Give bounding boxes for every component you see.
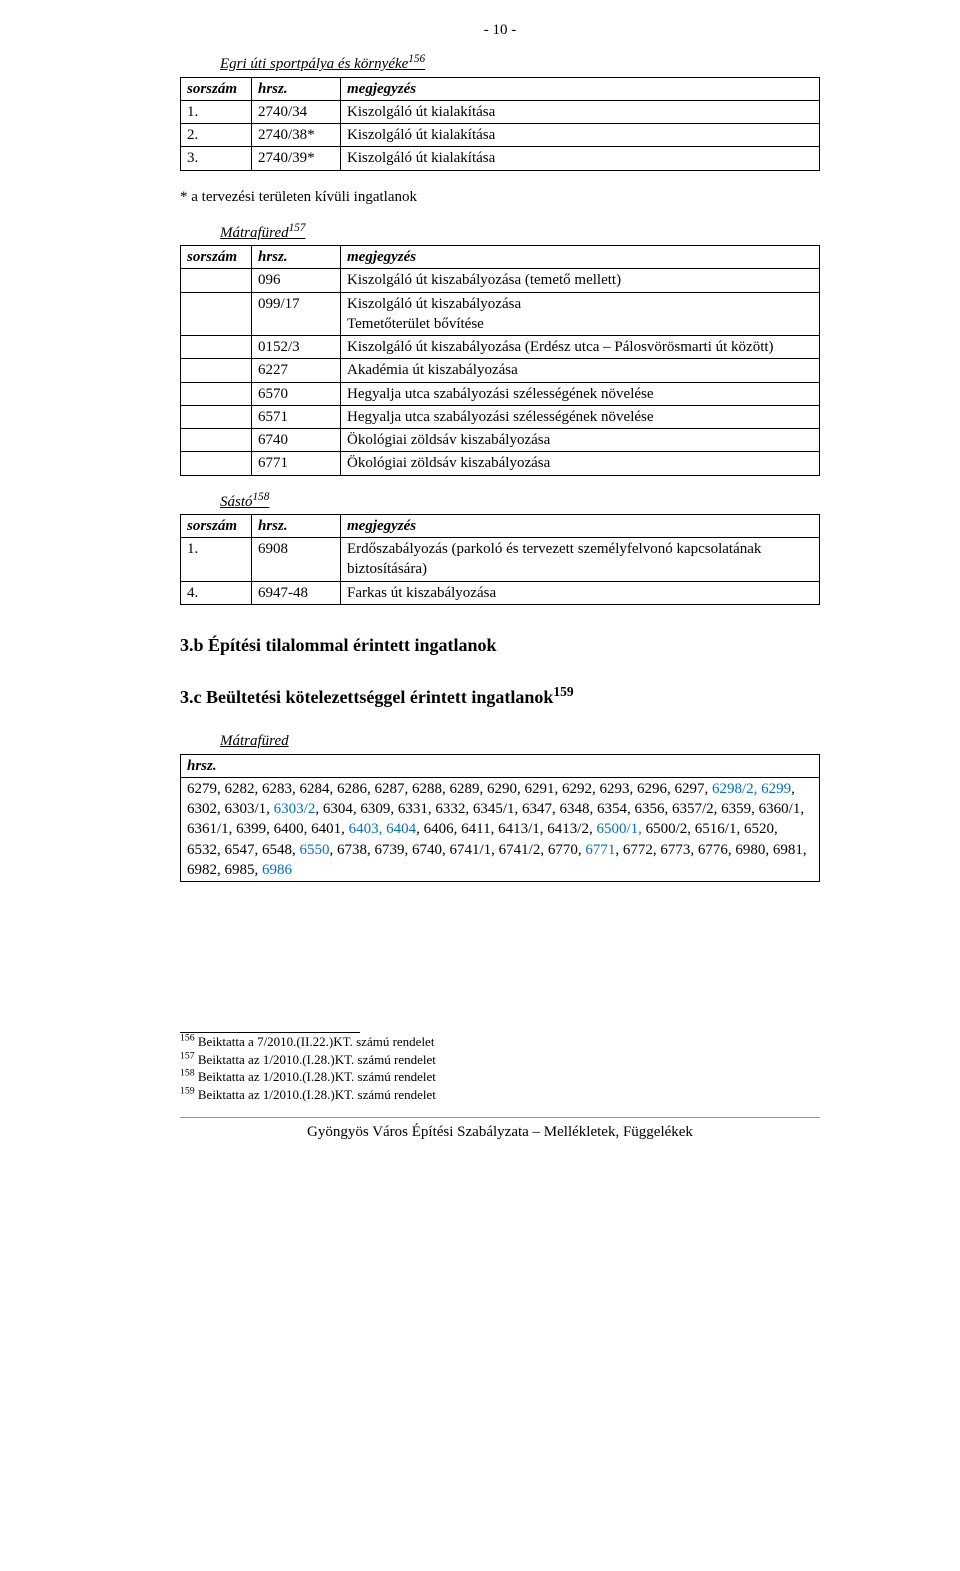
table-cell: 099/17 <box>252 292 341 336</box>
title-sup: 157 <box>289 222 306 234</box>
table-cell: 6570 <box>252 382 341 405</box>
footnote-num: 159 <box>180 1085 195 1096</box>
table-section4: hrsz. 6279, 6282, 6283, 6284, 6286, 6287… <box>180 754 820 883</box>
table-cell: Hegyalja utca szabályozási szélességének… <box>341 382 820 405</box>
table-cell: 2740/39* <box>252 147 341 170</box>
section-title: Mátrafüred157 <box>220 223 820 243</box>
title-sup: 158 <box>253 491 270 503</box>
table-cell <box>181 292 252 336</box>
table-section3: sorszámhrsz.megjegyzés 1.6908Erdőszabályo… <box>180 514 820 605</box>
column-header: sorszám <box>181 514 252 537</box>
hrsz-token: 6279, 6282, 6283, 6284, 6286, 6287, 6288… <box>187 781 712 797</box>
table-cell: Kiszolgáló út kialakítása <box>341 100 820 123</box>
table-cell: 096 <box>252 269 341 292</box>
section-matrafured-list: Mátrafüred hrsz. 6279, 6282, 6283, 6284,… <box>180 731 820 882</box>
table-cell: Kiszolgáló út kialakítása <box>341 147 820 170</box>
column-header: sorszám <box>181 77 252 100</box>
table-section2: sorszámhrsz.megjegyzés096Kiszolgáló út k… <box>180 245 820 476</box>
table-cell: Kiszolgáló út kiszabályozása (temető mel… <box>341 269 820 292</box>
table-cell: 2740/34 <box>252 100 341 123</box>
table-cell: Erdőszabályozás (parkoló és tervezett sz… <box>341 538 820 582</box>
section-title: Mátrafüred <box>220 731 820 751</box>
hrsz-token: , 6738, 6739, 6740, 6741/1, 6741/2, 6770… <box>330 842 586 858</box>
section-egri: Egri úti sportpálya és környéke156 sorsz… <box>180 54 820 207</box>
hrsz-token: 6303/2 <box>274 801 316 817</box>
column-header: hrsz. <box>252 77 341 100</box>
page-number: - 10 - <box>180 20 820 40</box>
table-cell: 1. <box>181 538 252 582</box>
note: * a tervezési területen kívüli ingatlano… <box>180 187 820 207</box>
footnotes: 156 Beiktatta a 7/2010.(II.22.)KT. számú… <box>180 1033 820 1103</box>
table-cell <box>181 452 252 475</box>
footnote: 158 Beiktatta az 1/2010.(I.28.)KT. számú… <box>180 1068 820 1086</box>
hrsz-values: 6279, 6282, 6283, 6284, 6286, 6287, 6288… <box>181 777 820 881</box>
table-cell: Farkas út kiszabályozása <box>341 581 820 604</box>
hrsz-label: hrsz. <box>181 754 820 777</box>
footnote-num: 157 <box>180 1050 195 1061</box>
table-cell: Ökológiai zöldsáv kiszabályozása <box>341 452 820 475</box>
heading-3c: 3.c Beültetési kötelezettséggel érintett… <box>180 685 820 709</box>
table-cell <box>181 429 252 452</box>
column-header: megjegyzés <box>341 514 820 537</box>
footnote-text: Beiktatta az 1/2010.(I.28.)KT. számú ren… <box>195 1052 436 1067</box>
table-cell: 2740/38* <box>252 124 341 147</box>
table-cell <box>181 336 252 359</box>
hrsz-token: 6500/1, <box>596 821 641 837</box>
column-header: megjegyzés <box>341 77 820 100</box>
table-cell: 6227 <box>252 359 341 382</box>
hrsz-token: 6298/2, 6299 <box>712 781 791 797</box>
table-cell: Kiszolgáló út kiszabályozása Temetőterül… <box>341 292 820 336</box>
column-header: hrsz. <box>252 246 341 269</box>
hrsz-token: , 6406, 6411, 6413/1, 6413/2, <box>416 821 596 837</box>
heading-3b: 3.b Építési tilalommal érintett ingatlan… <box>180 633 820 657</box>
hrsz-token: 6986 <box>262 862 292 878</box>
section-matrafured: Mátrafüred157 sorszámhrsz.megjegyzés096K… <box>180 223 820 476</box>
footnote-text: Beiktatta a 7/2010.(II.22.)KT. számú ren… <box>195 1034 435 1049</box>
hrsz-token: 6403, 6404 <box>349 821 417 837</box>
title-text: Mátrafüred <box>220 225 289 241</box>
footnote: 159 Beiktatta az 1/2010.(I.28.)KT. számú… <box>180 1086 820 1104</box>
hrsz-token: 6550 <box>300 842 330 858</box>
table-cell: Kiszolgáló út kiszabályozása (Erdész utc… <box>341 336 820 359</box>
footnote: 156 Beiktatta a 7/2010.(II.22.)KT. számú… <box>180 1033 820 1051</box>
table-section1: sorszámhrsz.megjegyzés1.2740/34Kiszolgál… <box>180 77 820 171</box>
table-cell: 4. <box>181 581 252 604</box>
table-cell: 6571 <box>252 405 341 428</box>
table-cell: Akadémia út kiszabályozása <box>341 359 820 382</box>
table-cell <box>181 382 252 405</box>
footnote-text: Beiktatta az 1/2010.(I.28.)KT. számú ren… <box>195 1087 436 1102</box>
table-cell: 1. <box>181 100 252 123</box>
table-cell: 3. <box>181 147 252 170</box>
table-cell: 2. <box>181 124 252 147</box>
column-header: hrsz. <box>252 514 341 537</box>
table-cell <box>181 359 252 382</box>
footnote: 157 Beiktatta az 1/2010.(I.28.)KT. számú… <box>180 1051 820 1069</box>
page-footer: Gyöngyös Város Építési Szabályzata – Mel… <box>180 1117 820 1142</box>
table-cell: Hegyalja utca szabályozási szélességének… <box>341 405 820 428</box>
section-title: Egri úti sportpálya és környéke156 <box>220 54 820 74</box>
footnote-num: 158 <box>180 1068 195 1079</box>
footnote-num: 156 <box>180 1033 195 1044</box>
table-cell <box>181 405 252 428</box>
page: - 10 - Egri úti sportpálya és környéke15… <box>90 0 870 1183</box>
table-cell: 6908 <box>252 538 341 582</box>
title-text: Egri úti sportpálya és környéke <box>220 56 408 72</box>
table-cell: 6947-48 <box>252 581 341 604</box>
column-header: megjegyzés <box>341 246 820 269</box>
section-title: Sástó158 <box>220 492 820 512</box>
footnote-text: Beiktatta az 1/2010.(I.28.)KT. számú ren… <box>195 1069 436 1084</box>
table-cell: 0152/3 <box>252 336 341 359</box>
table-cell: Ökológiai zöldsáv kiszabályozása <box>341 429 820 452</box>
table-cell: Kiszolgáló út kialakítása <box>341 124 820 147</box>
table-cell: 6740 <box>252 429 341 452</box>
table-cell <box>181 269 252 292</box>
title-text: Sástó <box>220 494 253 510</box>
heading-sup: 159 <box>553 684 573 699</box>
title-sup: 156 <box>408 53 425 65</box>
heading-text: 3.c Beültetési kötelezettséggel érintett… <box>180 687 553 707</box>
section-sasto: Sástó158 sorszámhrsz.megjegyzés 1.6908Erd… <box>180 492 820 605</box>
column-header: sorszám <box>181 246 252 269</box>
table-cell: 6771 <box>252 452 341 475</box>
hrsz-token: 6771 <box>585 842 615 858</box>
